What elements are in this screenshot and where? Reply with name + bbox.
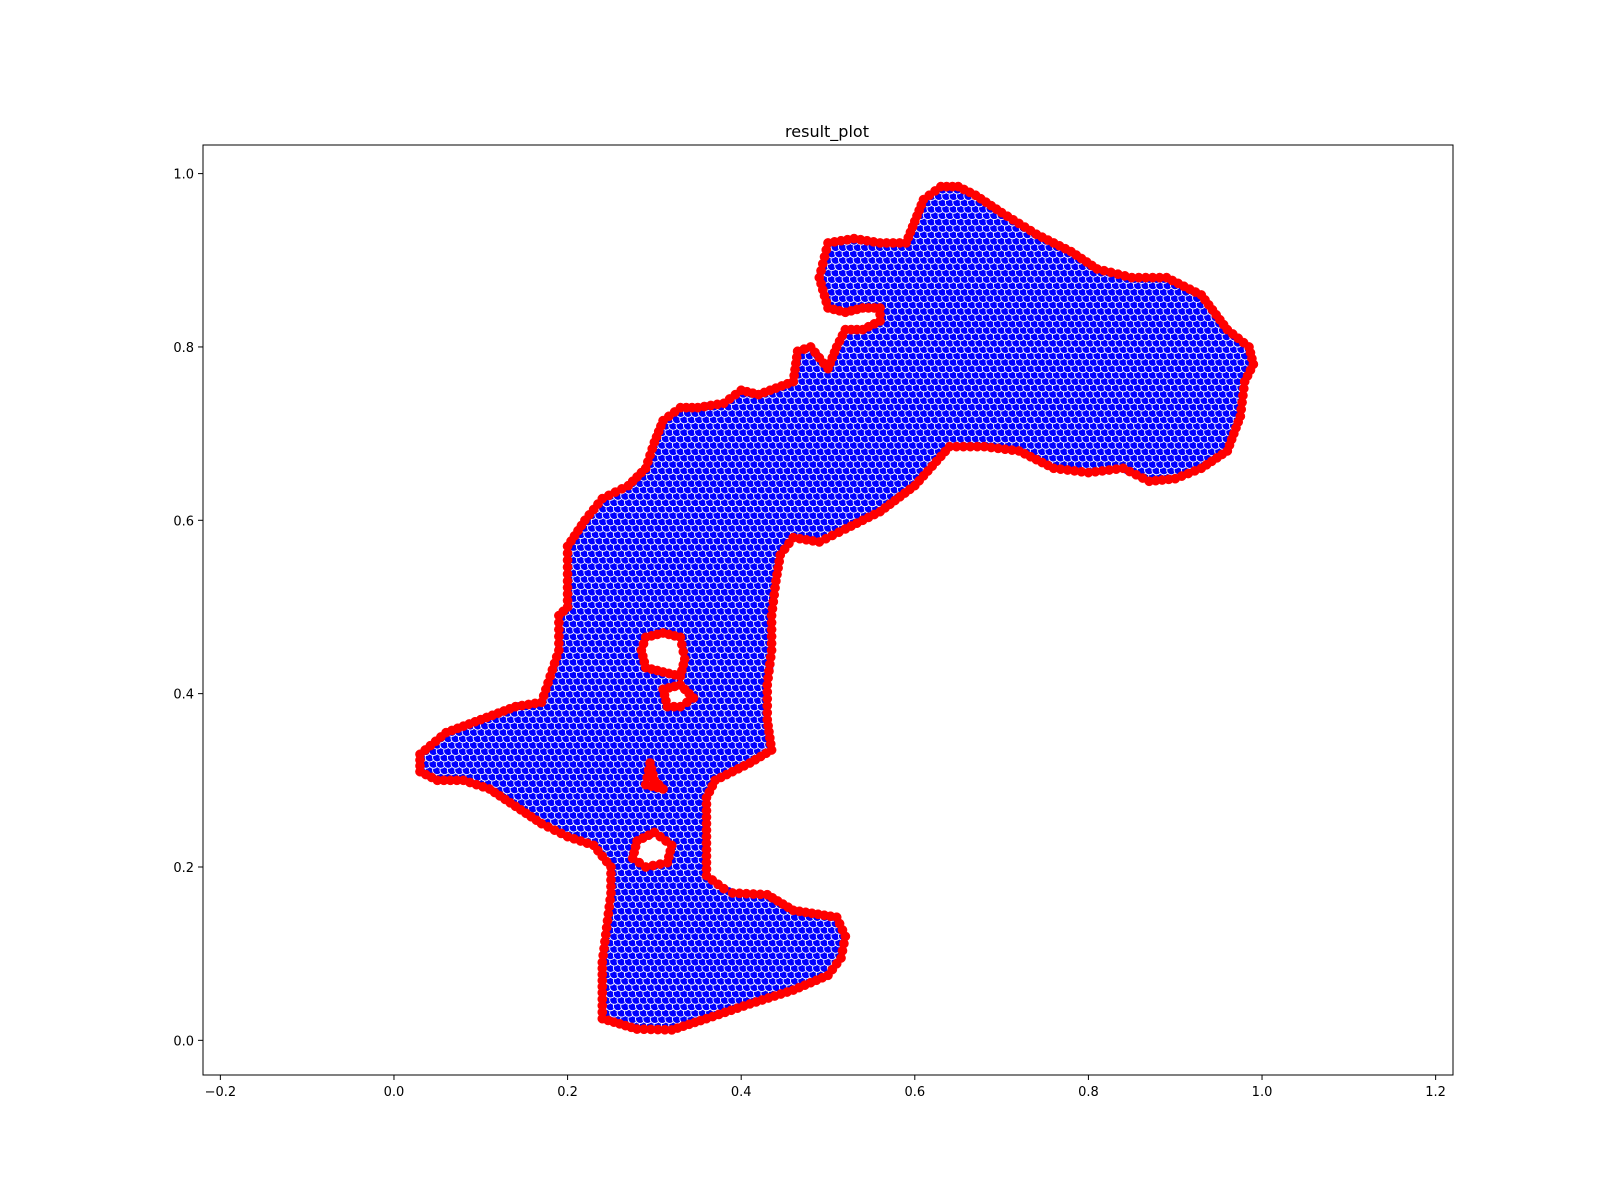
chart-title: result_plot [785,122,869,142]
scatter-marks [415,181,1259,1035]
boundary-point [727,888,738,898]
